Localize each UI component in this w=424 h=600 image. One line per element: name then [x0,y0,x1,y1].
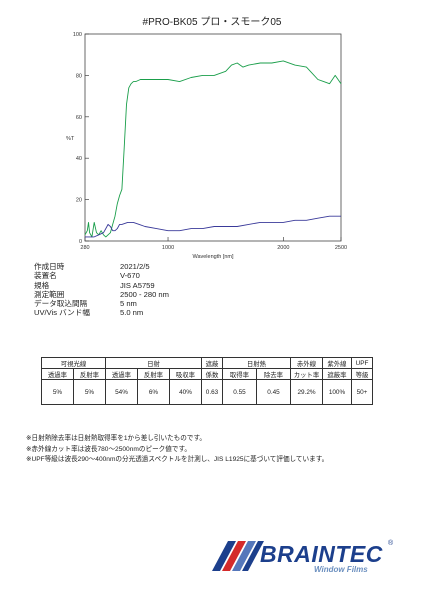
note-line: ※日射熱除去率は日射熱取得率を1から差し引いたものです。 [26,435,206,442]
table-cell: 54% [105,379,138,405]
meta-row: 規格 JIS A5759 [34,281,169,290]
measurement-info: 作成日時 2021/2/5 装置名 V-670 規格 JIS A5759 測定範囲 25… [34,262,169,318]
meta-value: 5.0 nm [120,308,144,318]
note-line: ※赤外線カット率は波長780～2500nmのピーク値です。 [26,445,191,453]
meta-label: 測定範囲 [34,289,65,299]
y-tick-label: 20 [76,198,82,204]
y-tick-label: 0 [79,239,82,245]
y-tick-label: 80 [76,73,82,79]
series-line-0 [84,60,342,238]
table-cell: 40% [169,379,202,405]
meta-row: 作成日時 2021/2/5 [34,262,169,271]
group-header-row: 可視光線 日射 遮蔽 日射熱 赤外線 紫外線 UPF [41,357,373,369]
y-axis: 0 20 40 60 80 100 [73,32,89,245]
plot-frame [84,33,342,242]
group-header-solar-heat: 日射熱 [222,357,291,369]
sub-header: カット率 [290,368,323,380]
meta-value: 2500 - 280 nm [120,289,169,299]
meta-row: UV/Vis バンド幅 5.0 nm [34,308,169,317]
table-cell: 0.45 [256,379,291,405]
sub-header: 透過率 [41,368,74,380]
series-line-1 [85,215,341,238]
meta-row: 装置名 V-670 [34,271,169,280]
notes: ※日射熱除去率は日射熱取得率を1から差し引いたものです。 ※赤外線カット率は波長… [26,434,328,466]
table-cell: 100% [322,379,352,405]
sub-header: 係数 [201,368,223,380]
table-cell: 50+ [351,379,373,405]
sub-header: 除去率 [256,368,291,380]
table-cell: 5% [73,379,106,405]
meta-value: V-670 [120,271,140,281]
x-tick-label: 2000 [277,245,289,251]
meta-value: 5 nm [120,299,137,309]
note-line: ※UPF等級は波長290～400nmの分光透過スペクトルを計測し、JIS L19… [26,456,329,464]
group-header-shading: 遮蔽 [201,357,223,369]
sub-header: 遮蔽率 [322,368,352,380]
brand-tagline: Window Films [314,565,368,574]
group-header-infrared: 赤外線 [290,357,323,369]
registered-mark: ® [388,540,394,547]
meta-row: 測定範囲 2500 - 280 nm [34,290,169,299]
sub-header: 反射率 [137,368,170,380]
sub-header: 取得率 [222,368,257,380]
series-group [84,60,342,238]
y-axis-label: %T [66,136,75,142]
page-title: #PRO-BK05 プロ・スモーク05 [142,17,282,28]
meta-label: 装置名 [34,271,57,281]
x-axis: 280 1000 2000 2500 [80,237,347,251]
x-tick-label: 280 [80,245,89,251]
logo-mark-icon [212,541,264,571]
meta-value: JIS A5759 [120,280,155,290]
y-tick-label: 40 [76,156,82,162]
meta-label: 規格 [34,280,50,290]
sub-header: 透過率 [105,368,138,380]
table-cell: 29.2% [290,379,323,405]
y-tick-label: 100 [73,32,82,38]
performance-table: 可視光線 日射 遮蔽 日射熱 赤外線 紫外線 UPF 透過率 反射率 透過率 反… [41,357,373,405]
x-tick-label: 1000 [162,245,174,251]
group-header-visible: 可視光線 [41,357,106,369]
braintec-logo: BRAINTEC ® Window Films [206,537,402,577]
y-tick-label: 60 [76,115,82,121]
table-cell: 5% [41,379,74,405]
table-cell: 0.63 [201,379,223,405]
sub-header: 吸収率 [169,368,202,380]
meta-value: 2021/2/5 [120,262,150,271]
transmittance-chart: 0 20 40 60 80 100 280 1000 2000 2500 %T Waveleng… [66,32,347,260]
meta-row: データ取込間隔 5 nm [34,299,169,308]
table-cell: 0.55 [222,379,257,405]
sub-header: 反射率 [73,368,106,380]
x-axis-label: Wavelength [nm] [192,254,234,260]
sub-header: 等級 [351,368,373,380]
group-header-upf: UPF [351,357,373,369]
meta-label: データ取込間隔 [34,299,88,309]
sub-header-row: 透過率 反射率 透過率 反射率 吸収率 係数 取得率 除去率 カット率 遮蔽率 … [41,368,373,380]
table-cell: 6% [137,379,170,405]
x-tick-label: 2500 [335,245,347,251]
meta-label: 作成日時 [34,262,65,271]
group-header-solar: 日射 [105,357,202,369]
meta-label: UV/Vis バンド幅 [34,308,90,318]
group-header-uv: 紫外線 [322,357,352,369]
value-row: 5% 5% 54% 6% 40% 0.63 0.55 0.45 29.2% 10… [41,379,373,405]
brand-name: BRAINTEC [260,541,383,567]
